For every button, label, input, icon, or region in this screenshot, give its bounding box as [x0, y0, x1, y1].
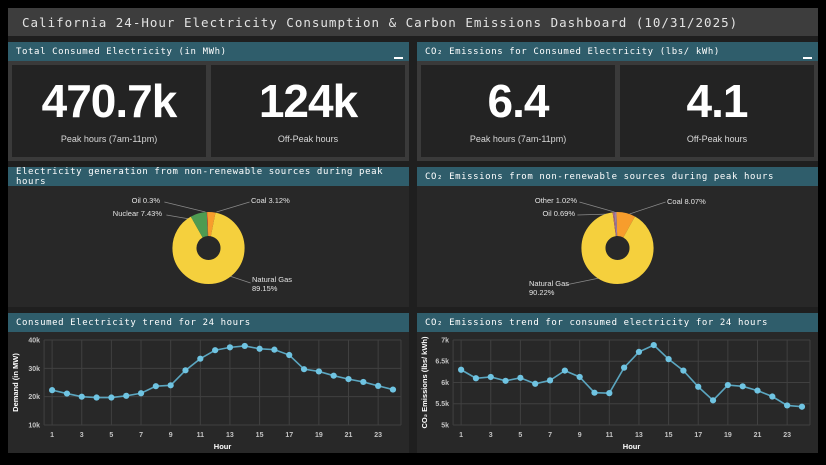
svg-text:15: 15: [665, 432, 673, 439]
panel-header-label: CO₂ Emissions for Consumed Electricity (…: [425, 46, 720, 57]
generation-donut-chart[interactable]: Oil 0.3% Nuclear 7.43% Coal 3.12% Natura…: [8, 186, 409, 307]
pie-label-coal: Coal 3.12%: [251, 196, 290, 205]
pie-label-oil: Oil 0.69%: [542, 209, 575, 218]
kpi-tile-peak-electricity: 470.7k Peak hours (7am-11pm): [12, 65, 206, 157]
svg-text:1: 1: [50, 432, 54, 439]
pie-label-natural-gas: Natural Gas 89.15%: [252, 275, 293, 293]
svg-text:30k: 30k: [28, 366, 40, 373]
kpi-body: 6.4 Peak hours (7am-11pm) 4.1 Off-Peak h…: [417, 61, 818, 161]
kpi-tile-offpeak-emissions: 4.1 Off-Peak hours: [620, 65, 814, 157]
svg-text:13: 13: [635, 432, 643, 439]
panel-electricity-trend: Consumed Electricity trend for 24 hours …: [8, 313, 409, 453]
panel-header-label: CO₂ Emissions from non-renewable sources…: [425, 171, 775, 182]
emissions-trend-chart[interactable]: 1 3 5 7 9 11 13 15 17 19 21 23 5k 5.5k 6k 6.5k 7k Hour CO₂…: [417, 332, 818, 453]
svg-text:Demand (in MW): Demand (in MW): [11, 353, 20, 412]
panel-header-label: Total Consumed Electricity (in MWh): [16, 46, 227, 57]
kpi-value: 470.7k: [41, 75, 178, 127]
kpi-body: 470.7k Peak hours (7am-11pm) 124k Off-Pe…: [8, 61, 409, 161]
panel-header-generation-pie: Electricity generation from non-renewabl…: [8, 166, 409, 187]
svg-text:7k: 7k: [441, 338, 449, 345]
svg-text:21: 21: [754, 432, 762, 439]
kpi-caption: Peak hours (7am-11pm): [469, 134, 567, 144]
svg-text:Hour: Hour: [623, 442, 641, 451]
electricity-trend-chart[interactable]: 1 3 5 7 9 11 13 15 17 19 21 23 10k 20k 30k 40k Hour Deman…: [8, 332, 409, 453]
svg-text:Hour: Hour: [214, 442, 232, 451]
kpi-caption: Off-Peak hours: [277, 134, 339, 144]
svg-text:13: 13: [226, 432, 234, 439]
panel-header-emissions-pie: CO₂ Emissions from non-renewable sources…: [417, 167, 818, 186]
panel-co2-for-consumed: CO₂ Emissions for Consumed Electricity (…: [417, 42, 818, 161]
line-chart-svg[interactable]: 1 3 5 7 9 11 13 15 17 19 21 235k5.5k6k6.5k7kHourCO₂…: [417, 332, 818, 453]
svg-text:23: 23: [783, 432, 791, 439]
svg-text:15: 15: [256, 432, 264, 439]
svg-text:CO₂ Emissions (lbs/ kWh): CO₂ Emissions (lbs/ kWh): [420, 336, 429, 428]
panel-total-electricity: Total Consumed Electricity (in MWh) 470.…: [8, 42, 409, 161]
svg-text:7: 7: [139, 432, 143, 439]
svg-text:5: 5: [518, 432, 522, 439]
svg-text:6.5k: 6.5k: [435, 359, 449, 366]
pie-label-oil: Oil 0.3%: [131, 196, 160, 205]
svg-text:9: 9: [578, 432, 582, 439]
panel-generation-pie: Electricity generation from non-renewabl…: [8, 167, 409, 307]
panel-emissions-pie: CO₂ Emissions from non-renewable sources…: [417, 167, 818, 307]
panel-header-label: CO₂ Emissions trend for consumed electri…: [425, 317, 769, 328]
pie-label-nuclear: Nuclear 7.43%: [112, 209, 162, 218]
svg-text:21: 21: [345, 432, 353, 439]
svg-text:3: 3: [489, 432, 493, 439]
panel-header-co2-consumed: CO₂ Emissions for Consumed Electricity (…: [417, 42, 818, 61]
svg-text:19: 19: [724, 432, 732, 439]
kpi-caption: Off-Peak hours: [686, 134, 748, 144]
pie-label-natural-gas: Natural Gas 90.22%: [529, 279, 570, 297]
svg-text:5.5k: 5.5k: [435, 401, 449, 408]
pie-label-coal: Coal 8.07%: [667, 197, 706, 206]
svg-text:7: 7: [548, 432, 552, 439]
svg-text:17: 17: [285, 432, 293, 439]
panel-header-total-electricity: Total Consumed Electricity (in MWh): [8, 42, 409, 61]
svg-text:5: 5: [109, 432, 113, 439]
kpi-caption: Peak hours (7am-11pm): [60, 134, 158, 144]
dashboard: California 24-Hour Electricity Consumpti…: [8, 8, 818, 453]
panel-header-label: Consumed Electricity trend for 24 hours: [16, 317, 251, 328]
collapse-icon[interactable]: [394, 56, 403, 59]
title-bar: California 24-Hour Electricity Consumpti…: [8, 8, 818, 36]
panel-header-electricity-trend: Consumed Electricity trend for 24 hours: [8, 313, 409, 332]
donut-chart-svg[interactable]: [417, 186, 818, 307]
svg-text:20k: 20k: [28, 394, 40, 401]
svg-text:23: 23: [374, 432, 382, 439]
svg-text:6k: 6k: [441, 380, 449, 387]
kpi-tile-peak-emissions: 6.4 Peak hours (7am-11pm): [421, 65, 615, 157]
kpi-value: 124k: [258, 75, 358, 127]
donut-chart-svg[interactable]: [8, 186, 409, 307]
svg-text:19: 19: [315, 432, 323, 439]
panel-header-label: Electricity generation from non-renewabl…: [16, 166, 384, 187]
line-chart-svg[interactable]: 1 3 5 7 9 11 13 15 17 19 21 2310k20k30k40kHourDeman…: [8, 332, 409, 453]
kpi-value: 6.4: [487, 75, 550, 127]
svg-text:9: 9: [169, 432, 173, 439]
panel-emissions-trend: CO₂ Emissions trend for consumed electri…: [417, 313, 818, 453]
pie-label-other: Other 1.02%: [534, 196, 577, 205]
svg-text:5k: 5k: [441, 423, 449, 430]
svg-text:11: 11: [606, 432, 614, 439]
svg-text:17: 17: [694, 432, 702, 439]
kpi-tile-offpeak-electricity: 124k Off-Peak hours: [211, 65, 405, 157]
svg-text:10k: 10k: [28, 423, 40, 430]
emissions-donut-chart[interactable]: Other 1.02% Oil 0.69% Coal 8.07% Natural…: [417, 186, 818, 307]
kpi-value: 4.1: [686, 75, 749, 127]
collapse-icon[interactable]: [803, 56, 812, 59]
page-title: California 24-Hour Electricity Consumpti…: [22, 14, 739, 30]
svg-text:3: 3: [80, 432, 84, 439]
svg-text:11: 11: [197, 432, 205, 439]
panel-header-emissions-trend: CO₂ Emissions trend for consumed electri…: [417, 313, 818, 332]
svg-text:1: 1: [459, 432, 463, 439]
svg-text:40k: 40k: [28, 338, 40, 345]
